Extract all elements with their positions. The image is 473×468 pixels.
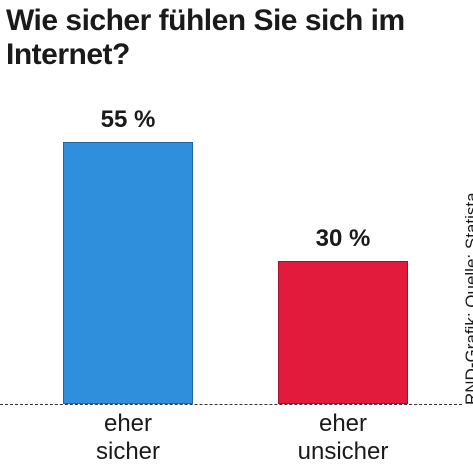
source: RND-Grafik; Quelle: Statista [462,192,473,405]
bar [278,261,408,404]
bar [63,142,193,404]
baseline [0,404,462,405]
value-label: 55 % [100,106,156,134]
chart-title: Wie sicher fühlen Sie sich im Internet? [6,4,405,71]
category-label: eher sicher [95,410,161,465]
value-label: 30 % [315,225,371,253]
category-label: eher unsicher [297,410,389,465]
